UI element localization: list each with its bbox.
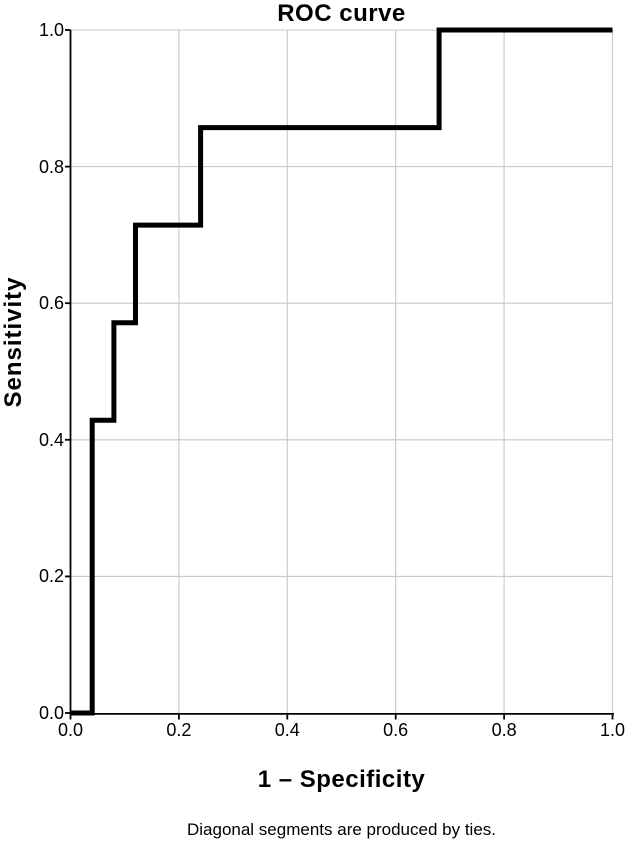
roc-curve [70, 27, 613, 716]
roc-curve-line [70, 27, 613, 716]
y-tick-label: 0.2 [38, 566, 64, 587]
axes [65, 29, 614, 720]
y-tick-label: 0.4 [38, 429, 64, 450]
y-tick-label: 0.0 [38, 703, 64, 723]
x-tick-label: 1.0 [599, 720, 625, 740]
y-tick-label: 0.6 [38, 293, 64, 314]
x-tick-label: 0.8 [491, 720, 517, 740]
x-tick-label: 0.4 [274, 720, 300, 740]
x-tick-label: 0.6 [383, 720, 409, 740]
gridlines [70, 29, 614, 713]
chart-title: ROC curve [277, 0, 406, 27]
footnote: Diagonal segments are produced by ties. [186, 820, 496, 839]
y-tick-label: 0.8 [38, 156, 64, 177]
y-tick-label: 1.0 [38, 20, 64, 40]
x-tick-label: 0.0 [57, 720, 84, 740]
x-axis-title: 1 – Specificity [257, 766, 426, 793]
x-tick-label: 0.2 [166, 720, 192, 740]
